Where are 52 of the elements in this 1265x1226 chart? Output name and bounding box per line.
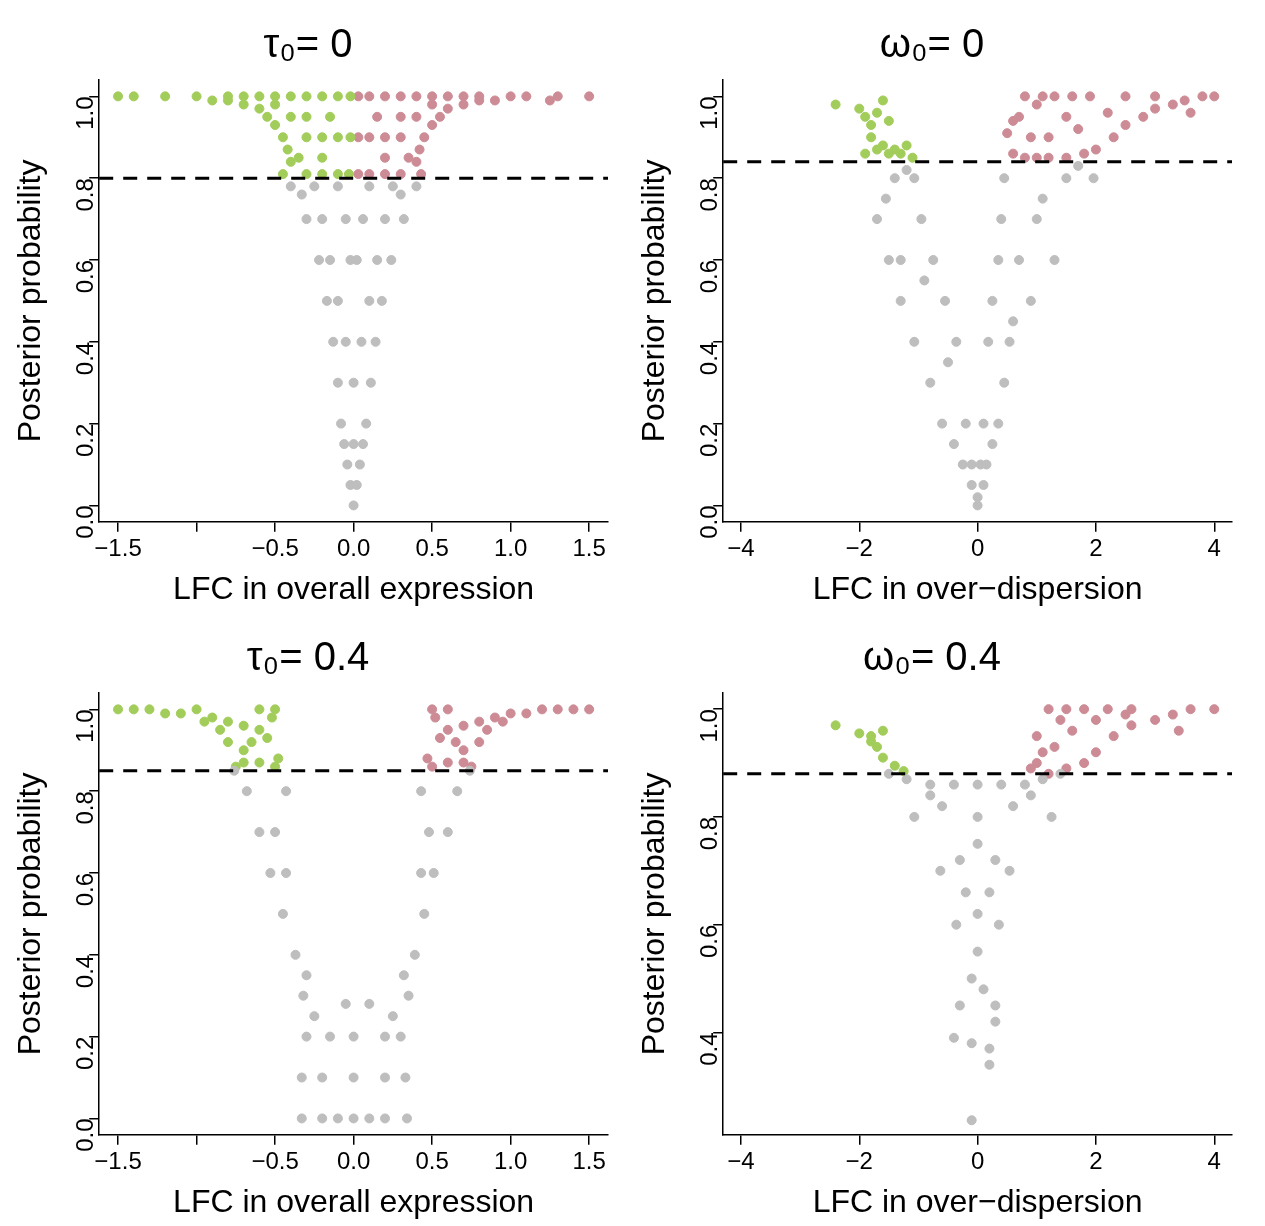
y-axis-title: Posterior probability [635,159,672,443]
y-tick-label: 0.0 [694,505,722,539]
y-tick-label: 0.2 [694,423,722,457]
y-tick-label: 0.6 [694,924,722,959]
chart-title: τ₀= 0.4 [246,634,370,679]
x-axis-title: LFC in overall expression [173,569,535,606]
x-tick-label: 0.5 [415,1146,449,1174]
y-tick-label: 0.4 [694,1032,722,1066]
x-tick-label: −4 [727,533,755,561]
y-tick-label: 1.0 [70,709,98,743]
x-tick-label: 4 [1207,1146,1221,1174]
x-axis-title: LFC in overall expression [173,1182,535,1219]
y-tick-label: 1.0 [694,709,722,743]
y-tick-label: 0.6 [70,259,98,294]
x-tick-label: 0.5 [415,533,449,561]
y-tick-label: 1.0 [70,96,98,130]
x-tick-label: −4 [727,1146,755,1174]
y-axis-title: Posterior probability [635,772,672,1056]
x-tick-label: 1.5 [572,533,606,561]
y-axis-title: Posterior probability [11,159,48,443]
x-tick-label: 1.0 [493,1146,528,1174]
x-tick-label: 4 [1207,533,1221,561]
y-tick-label: 0.8 [70,178,98,212]
x-tick-label: 1.0 [493,533,528,561]
y-tick-label: 1.0 [694,96,722,130]
chart-title: ω₀= 0.4 [863,634,1001,679]
y-tick-label: 0.2 [70,423,98,457]
x-tick-label: −0.5 [251,533,299,561]
x-tick-label: 2 [1089,533,1103,561]
y-axis-title: Posterior probability [11,772,48,1056]
y-tick-label: 0.2 [70,1036,98,1070]
y-tick-label: 0.6 [694,259,722,294]
x-tick-label: 1.5 [572,1146,606,1174]
x-tick-label: −2 [845,1146,873,1174]
y-tick-label: 0.8 [694,816,722,851]
y-tick-label: 0.8 [694,178,722,212]
chart-title: τ₀= 0 [263,21,353,66]
y-tick-label: 0.4 [70,954,98,989]
x-tick-label: −2 [845,533,873,561]
x-axis-title: LFC in over−dispersion [812,1182,1143,1219]
y-tick-label: 0.4 [694,341,722,376]
x-axis-title: LFC in over−dispersion [812,569,1143,606]
chart-title: ω₀= 0 [879,21,985,66]
y-tick-label: 0.8 [70,791,98,825]
y-tick-label: 0.6 [70,872,98,907]
x-tick-label: 0 [970,1146,985,1174]
x-tick-label: 0 [970,533,985,561]
x-tick-label: 0.0 [336,1146,371,1174]
x-tick-label: −0.5 [251,1146,299,1174]
x-tick-label: 0.0 [336,533,371,561]
x-tick-label: 2 [1089,1146,1103,1174]
y-tick-label: 0.4 [70,341,98,376]
